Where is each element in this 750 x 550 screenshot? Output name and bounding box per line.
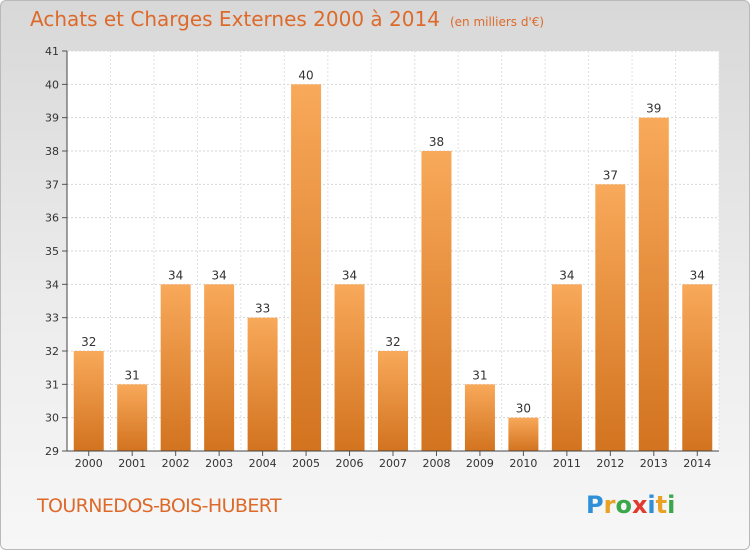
bar	[73, 351, 104, 451]
bar	[464, 384, 495, 451]
y-tick-label: 34	[45, 278, 59, 291]
bar-value-label: 38	[429, 135, 444, 149]
bar	[117, 384, 148, 451]
logo-letter: t	[655, 491, 668, 519]
bar-value-label: 31	[472, 368, 487, 382]
x-tick-label: 2004	[249, 457, 277, 470]
bar	[204, 284, 235, 451]
chart-title: Achats et Charges Externes 2000 à 2014 (e…	[30, 7, 544, 31]
logo-letter: i	[667, 491, 676, 519]
x-tick-label: 2005	[292, 457, 320, 470]
y-tick-label: 41	[45, 45, 59, 58]
y-tick-label: 36	[45, 212, 59, 225]
x-tick-label: 2010	[509, 457, 537, 470]
y-tick-label: 29	[45, 445, 59, 458]
logo-letter: i	[647, 491, 656, 519]
y-tick-label: 30	[45, 412, 59, 425]
bar	[551, 284, 582, 451]
bar	[508, 417, 539, 451]
logo-letter: o	[615, 491, 632, 519]
x-tick-label: 2001	[118, 457, 146, 470]
bar	[595, 184, 626, 452]
bar-value-label: 31	[125, 368, 140, 382]
bar	[682, 284, 713, 451]
bar-value-label: 40	[298, 68, 313, 82]
x-tick-label: 2007	[379, 457, 407, 470]
chart-title-text: Achats et Charges Externes 2000 à 2014	[30, 7, 440, 31]
x-tick-label: 2011	[553, 457, 581, 470]
bar-value-label: 34	[168, 268, 183, 282]
x-tick-label: 2012	[596, 457, 624, 470]
x-tick-label: 2000	[75, 457, 103, 470]
bar	[638, 117, 669, 452]
bar	[378, 351, 408, 451]
y-tick-label: 39	[45, 112, 59, 125]
chart-subtitle: (en milliers d'€)	[449, 15, 545, 29]
bar-value-label: 32	[81, 335, 96, 349]
logo-letter: x	[631, 491, 648, 519]
bar	[421, 151, 452, 451]
x-tick-label: 2003	[205, 457, 233, 470]
x-tick-label: 2009	[466, 457, 494, 470]
bar	[160, 284, 191, 451]
y-tick-label: 38	[45, 145, 59, 158]
bar	[291, 84, 322, 451]
y-tick-label: 35	[45, 245, 59, 258]
bar-value-label: 32	[385, 335, 400, 349]
bar-value-label: 34	[559, 268, 574, 282]
y-tick-label: 31	[45, 378, 59, 391]
logo-letter: r	[603, 491, 616, 519]
y-tick-label: 37	[45, 178, 59, 191]
bar-value-label: 39	[646, 102, 661, 116]
proxiti-logo: Proxiti	[586, 491, 675, 519]
bar-value-label: 34	[690, 268, 705, 282]
bar-value-label: 30	[516, 402, 531, 416]
bar-value-label: 34	[342, 268, 357, 282]
x-tick-label: 2008	[422, 457, 450, 470]
x-tick-label: 2014	[683, 457, 711, 470]
y-tick-label: 32	[45, 345, 59, 358]
bar	[247, 317, 278, 451]
x-tick-label: 2006	[336, 457, 364, 470]
bar	[334, 284, 365, 451]
bar-value-label: 37	[603, 168, 618, 182]
x-tick-label: 2002	[162, 457, 190, 470]
y-tick-label: 33	[45, 312, 59, 325]
y-tick-label: 40	[45, 78, 59, 91]
bar-value-label: 33	[255, 302, 270, 316]
place-name: TOURNEDOS-BOIS-HUBERT	[37, 495, 282, 517]
logo-letter: P	[586, 491, 604, 519]
x-tick-label: 2013	[640, 457, 668, 470]
bar-value-label: 34	[211, 268, 226, 282]
